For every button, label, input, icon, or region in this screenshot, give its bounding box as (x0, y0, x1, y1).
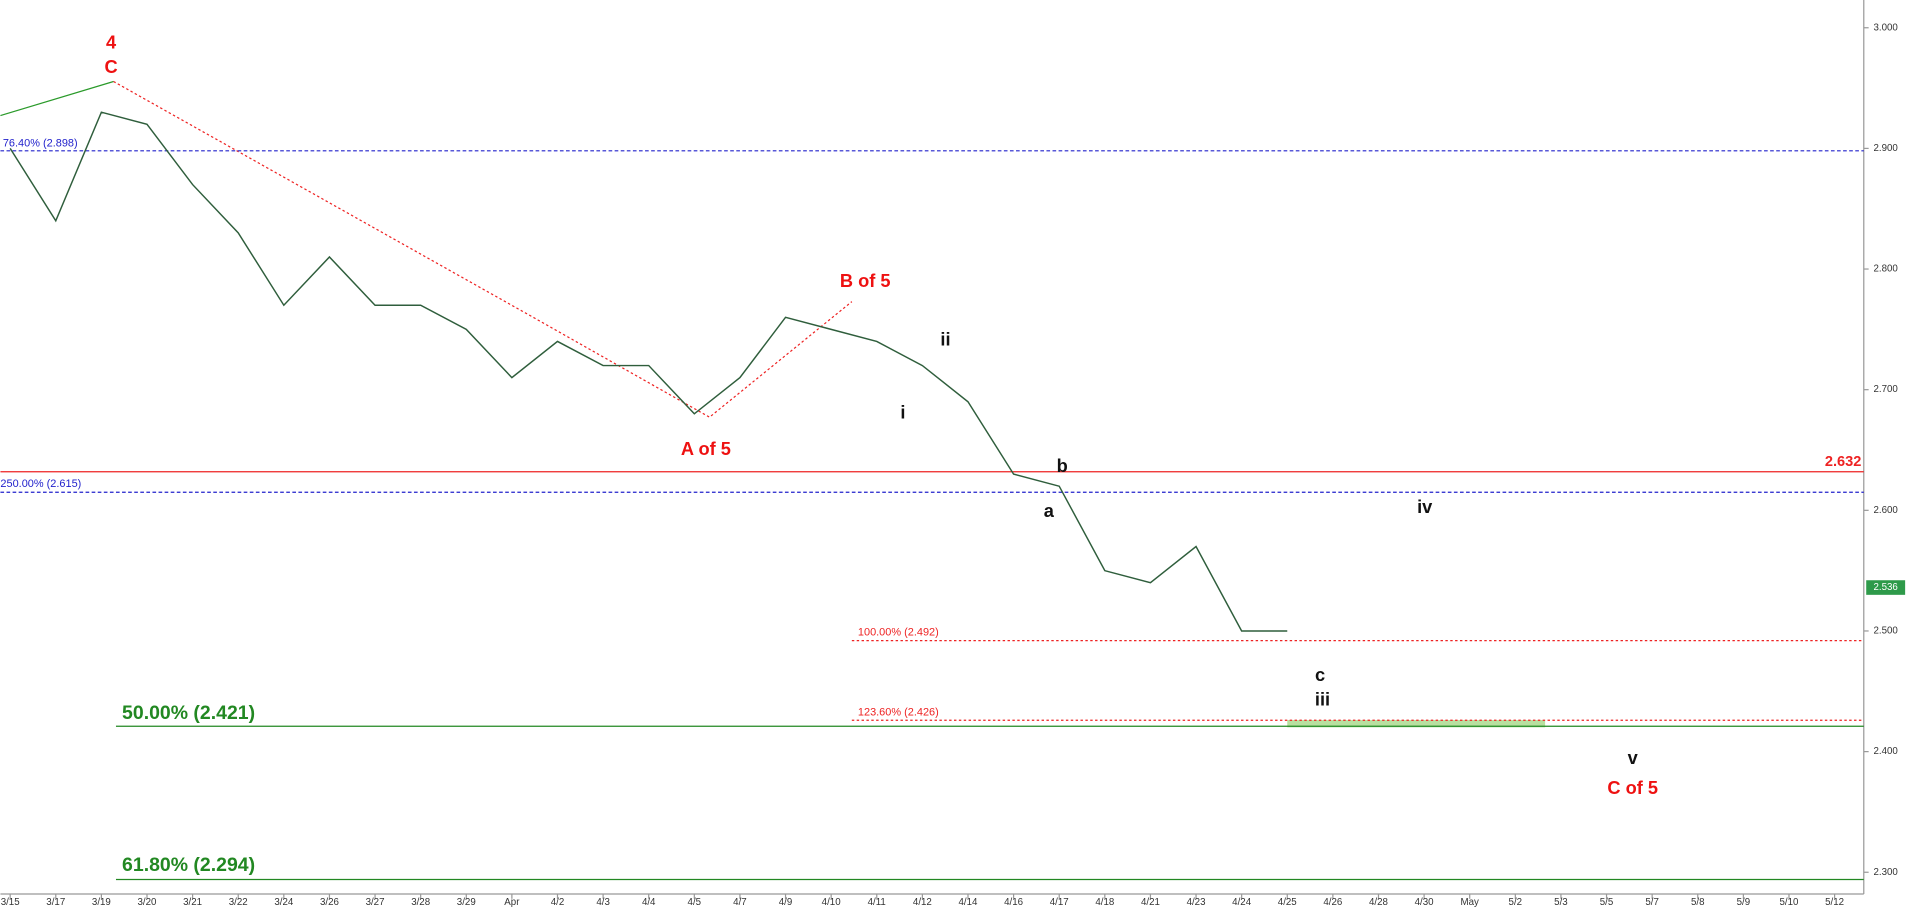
x-tick-label: 4/18 (1095, 897, 1114, 908)
x-tick-label: 5/5 (1600, 897, 1614, 908)
level-label: 123.60% (2.426) (858, 707, 939, 719)
x-tick-label: 4/17 (1050, 897, 1069, 908)
x-tick-label: 4/26 (1323, 897, 1342, 908)
x-tick-label: 3/28 (411, 897, 430, 908)
wave-line (113, 80, 853, 418)
x-tick-label: 5/9 (1737, 897, 1751, 908)
level-label: 61.80% (2.294) (122, 854, 255, 876)
x-tick-label: 4/4 (642, 897, 656, 908)
target-zone (1287, 720, 1546, 728)
wave-label: ii (940, 328, 950, 349)
last-price-box (1866, 580, 1906, 595)
y-tick-label: 2.400 (1874, 746, 1899, 757)
wave-label: iii (1315, 688, 1330, 709)
x-tick-label: 4/28 (1369, 897, 1388, 908)
x-tick-label: 4/12 (913, 897, 932, 908)
x-tick-label: 4/16 (1004, 897, 1023, 908)
x-tick-label: 3/15 (1, 897, 20, 908)
y-tick-label: 2.700 (1874, 384, 1899, 395)
y-tick-label: 2.500 (1874, 626, 1899, 637)
x-tick-label: 4/10 (822, 897, 842, 908)
y-tick-label: 2.300 (1874, 867, 1899, 878)
x-tick-label: 5/3 (1554, 897, 1568, 908)
x-tick-label: 4/21 (1141, 897, 1160, 908)
wave-label: c (1315, 664, 1325, 685)
x-tick-label: 5/10 (1780, 897, 1800, 908)
last-price-label: 2.536 (1874, 582, 1898, 593)
x-tick-label: 5/7 (1645, 897, 1659, 908)
wave-label: iv (1417, 496, 1433, 517)
level-label: 50.00% (2.421) (122, 702, 255, 724)
y-tick-label: 3.000 (1874, 22, 1899, 33)
trend-line (0, 80, 114, 117)
x-tick-label: 4/5 (688, 897, 702, 908)
x-tick-label: 3/22 (229, 897, 248, 908)
x-tick-label: 4/23 (1187, 897, 1206, 908)
x-tick-label: 5/2 (1509, 897, 1523, 908)
x-tick-label: 3/29 (457, 897, 476, 908)
level-label: 250.00% (2.615) (0, 478, 81, 490)
y-tick-label: 2.600 (1874, 505, 1899, 516)
x-tick-label: 5/8 (1691, 897, 1705, 908)
x-tick-label: Apr (504, 897, 520, 908)
wave-label: b (1057, 455, 1068, 476)
y-tick-label: 2.900 (1874, 143, 1899, 154)
x-tick-label: 4/14 (959, 897, 979, 908)
x-tick-label: May (1461, 897, 1480, 908)
x-tick-label: 3/21 (183, 897, 202, 908)
x-tick-label: 5/12 (1825, 897, 1844, 908)
x-tick-label: 4/25 (1278, 897, 1297, 908)
price-line (9, 111, 1288, 632)
wave-label: i (900, 401, 905, 422)
level-label: 100.00% (2.492) (858, 626, 939, 638)
x-tick-label: 4/11 (868, 897, 886, 908)
x-tick-label: 4/9 (779, 897, 793, 908)
wave-label: B of 5 (840, 270, 891, 291)
x-tick-label: 4/3 (596, 897, 610, 908)
wave-label: a (1044, 500, 1055, 521)
x-tick-label: 3/26 (320, 897, 339, 908)
level-label: 2.632 (1825, 454, 1861, 470)
wave-label: v (1628, 747, 1639, 768)
x-tick-label: 3/27 (366, 897, 385, 908)
x-tick-label: 3/17 (46, 897, 65, 908)
x-tick-label: 4/24 (1232, 897, 1252, 908)
x-tick-label: 4/7 (733, 897, 747, 908)
x-tick-label: 3/19 (92, 897, 111, 908)
wave-label: C of 5 (1607, 777, 1658, 798)
wave-label: C (105, 56, 118, 77)
x-tick-label: 3/20 (138, 897, 158, 908)
x-tick-label: 4/2 (551, 897, 565, 908)
x-tick-label: 4/30 (1415, 897, 1435, 908)
wave-label: 4 (106, 32, 117, 53)
level-label: 76.40% (2.898) (3, 137, 78, 149)
wave-label: A of 5 (681, 438, 731, 459)
x-tick-label: 3/24 (274, 897, 294, 908)
y-tick-label: 2.800 (1874, 264, 1899, 275)
